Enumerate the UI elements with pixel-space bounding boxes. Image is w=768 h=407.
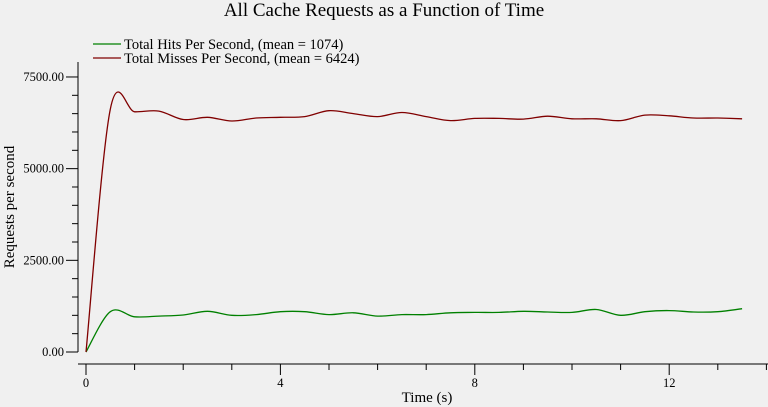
x-ticks: 0 4 8 12 (83, 364, 767, 390)
x-tick-label: 4 (277, 376, 284, 390)
x-tick-label: 8 (472, 376, 478, 390)
x-tick-label: 0 (83, 376, 89, 390)
y-tick-label: 7500.00 (23, 70, 64, 84)
chart-title: All Cache Requests as a Function of Time (224, 0, 544, 21)
legend: Total Hits Per Second, (mean = 1074)Tota… (93, 37, 360, 67)
y-axis-label: Requests per second (2, 145, 18, 268)
y-tick-label: 0.00 (42, 345, 64, 359)
y-ticks: 0.00 2500.00 5000.00 7500.00 (23, 70, 78, 359)
y-tick-label: 2500.00 (23, 253, 64, 267)
axes (77, 62, 768, 365)
legend-label-1: Total Hits Per Second, (mean = 1074) (124, 37, 344, 53)
y-tick-label: 5000.00 (23, 162, 64, 176)
x-axis-label: Time (s) (402, 390, 453, 406)
series-lines (85, 91, 743, 353)
series-line-2 (85, 91, 743, 353)
x-tick-label: 12 (663, 376, 676, 390)
series-line-1 (85, 308, 743, 353)
legend-label-2: Total Misses Per Second, (mean = 6424) (124, 51, 360, 67)
